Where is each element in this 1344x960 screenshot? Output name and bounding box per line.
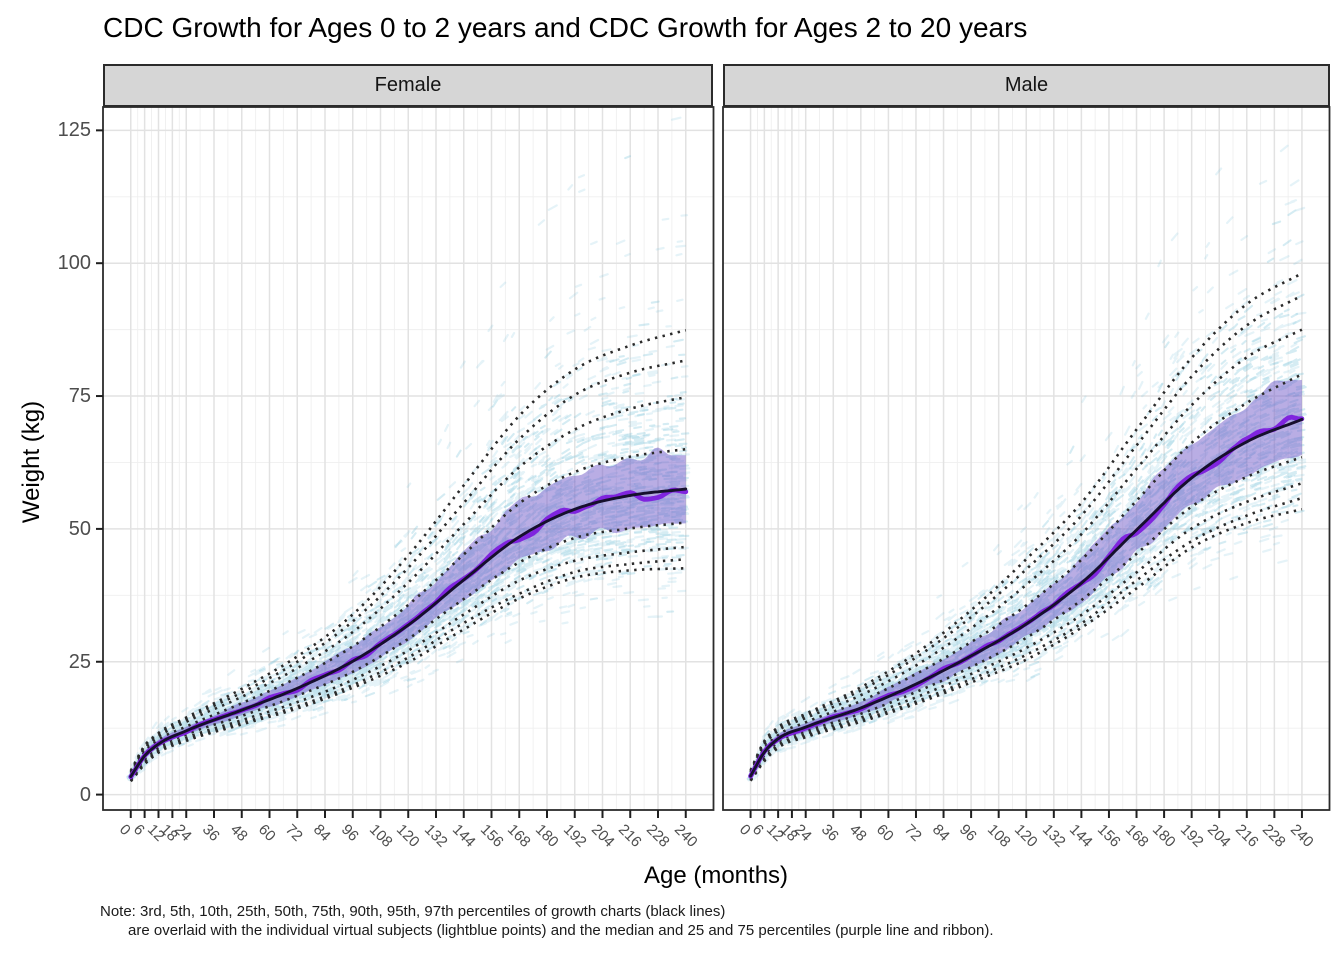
footnote-line-2: are overlaid with the individual virtual… xyxy=(128,922,994,939)
cdc-percentile-p5 xyxy=(749,496,1303,782)
x-axis-title: Age (months) xyxy=(643,862,789,889)
cdc-percentile-p10 xyxy=(129,545,686,781)
y-tick-label: 0 xyxy=(79,783,91,806)
cdc-percentile-p90 xyxy=(129,395,687,774)
facet-strip-male: Male xyxy=(723,64,1330,107)
iqr-ribbon xyxy=(750,379,1302,778)
gridlines xyxy=(103,107,714,810)
cdc-percentile-p25 xyxy=(129,521,686,779)
cdc-percentile-p3 xyxy=(129,566,686,783)
facet-strip-male-label: Male xyxy=(1004,74,1049,96)
data-layers xyxy=(746,144,1307,782)
cdc-percentile-p75 xyxy=(749,373,1303,775)
chart-title: CDC Growth for Ages 0 to 2 years and CDC… xyxy=(103,12,1028,43)
y-tick-label: 125 xyxy=(57,119,91,142)
cdc-percentile-p90 xyxy=(749,328,1303,773)
gridlines xyxy=(723,107,1330,810)
footnote-line-1: Note: 3rd, 5th, 10th, 25th, 50th, 75th, … xyxy=(100,903,726,920)
facet-strip-female: Female xyxy=(103,64,713,107)
facet-strip-female-label: Female xyxy=(374,74,442,96)
y-tick-label: 75 xyxy=(68,385,91,408)
y-tick-label: 50 xyxy=(68,517,91,540)
cdc-percentile-p50 xyxy=(749,417,1304,778)
panel-female xyxy=(102,106,715,818)
cdc-percentile-p50 xyxy=(129,487,688,778)
cdc-percentile-p5 xyxy=(129,557,686,782)
data-layers xyxy=(126,116,691,783)
y-tick-label: 100 xyxy=(57,252,91,275)
panel-male xyxy=(722,106,1331,818)
y-tick-label: 25 xyxy=(68,650,91,673)
